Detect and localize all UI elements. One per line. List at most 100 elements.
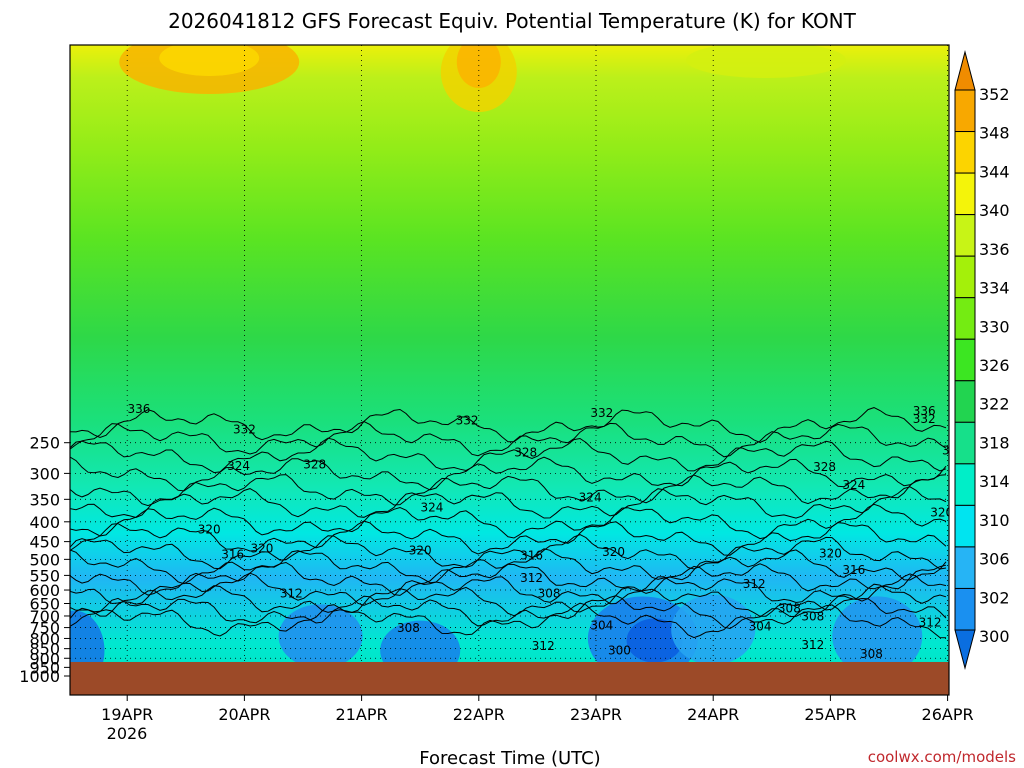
- contour-label: 324: [579, 490, 602, 504]
- cool-feature: [278, 604, 363, 669]
- y-tick-label: 800: [29, 629, 60, 648]
- contour-label: 332: [590, 406, 613, 420]
- colorbar-swatch: [954, 421, 976, 465]
- y-tick-label: 350: [29, 490, 60, 509]
- contour-line: [70, 421, 947, 458]
- colorbar-swatch: [954, 297, 976, 340]
- x-tick-label: 21APR: [336, 705, 388, 724]
- contour-label: 308: [397, 621, 420, 635]
- colorbar: 3523483443403363343303263223183143103063…: [954, 50, 1010, 670]
- colorbar-arrow-top: [954, 50, 976, 91]
- contour-line: [70, 456, 947, 492]
- colorbar-label: 334: [979, 279, 1010, 298]
- contour-label: 316: [989, 569, 1012, 583]
- contour-label: 324: [842, 478, 865, 492]
- colorbar-label: 314: [979, 472, 1010, 491]
- contour-label: 332: [233, 423, 256, 437]
- x-tick-label: 25APR: [804, 705, 856, 724]
- contour-label: 312: [919, 616, 942, 630]
- y-tick-label: 900: [29, 649, 60, 668]
- y-axis-ticks: 250 300 350 4004505005506006507007508008509…: [19, 434, 70, 686]
- contour-label: 324: [420, 500, 443, 514]
- colorbar-arrow-bottom: [954, 629, 976, 670]
- contour-label: 312: [520, 571, 543, 585]
- colorbar-swatch: [954, 255, 976, 299]
- y-tick-label: 950: [29, 658, 60, 677]
- colorbar-label: 348: [979, 124, 1010, 143]
- contour-label: 328: [813, 460, 836, 474]
- x-axis-ticks: 19APR 20APR 21APR 22APR 23APR 24APR 25APR 26APR: [101, 695, 974, 724]
- x-tick-label: 23APR: [570, 705, 622, 724]
- contour-line: [70, 534, 947, 570]
- colorbar-label: 310: [979, 511, 1010, 530]
- warm-feature: [685, 45, 846, 78]
- colorbar-swatch: [954, 338, 976, 382]
- contour-line: [70, 595, 947, 630]
- warm-feature: [456, 45, 501, 88]
- contour-label: 324: [227, 459, 250, 473]
- contour-label: 320: [819, 547, 842, 561]
- contour-label: 312: [801, 638, 824, 652]
- chart-title: 2026041812 GFS Forecast Equiv. Potential…: [168, 9, 857, 33]
- contour-label: 308: [778, 602, 801, 616]
- contour-label: 328: [942, 444, 965, 458]
- y-tick-label: 450: [29, 533, 60, 552]
- contour-line: [70, 572, 947, 606]
- y-tick-label: 1000: [19, 667, 60, 686]
- x-tick-label: 19APR: [101, 705, 153, 724]
- y-tick-label: 550: [29, 566, 60, 585]
- colorbar-label: 352: [979, 85, 1010, 104]
- contour-line: [70, 407, 947, 443]
- contour-line: [70, 437, 947, 474]
- colorbar-label: 326: [979, 356, 1010, 375]
- contour-lines: [70, 407, 947, 639]
- colorbar-swatch: [954, 172, 976, 216]
- contour-line: [70, 486, 947, 519]
- cool-feature: [671, 594, 756, 665]
- cool-feature: [832, 596, 923, 677]
- contour-label: 336: [913, 404, 936, 418]
- colorbar-label: 306: [979, 550, 1010, 569]
- colorbar-label: 336: [979, 240, 1010, 259]
- contour-label: 312: [280, 587, 303, 601]
- colorbar-swatch: [954, 214, 976, 257]
- x-tick-label: 24APR: [687, 705, 739, 724]
- contour-line: [70, 561, 947, 596]
- colorbar-label: 344: [979, 162, 1010, 181]
- colorbar-swatch: [954, 587, 976, 631]
- y-tick-label: 500: [29, 550, 60, 569]
- colorbar-label: 330: [979, 317, 1010, 336]
- contour-label: 320: [198, 523, 221, 537]
- contour-label: 308: [860, 647, 883, 661]
- colorbar-swatch: [954, 380, 976, 423]
- y-tick-label: 300: [29, 464, 60, 483]
- contour-label: 320: [251, 541, 274, 555]
- y-tick-label: 700: [29, 607, 60, 626]
- colorbar-label: 302: [979, 588, 1010, 607]
- y-tick-label: 850: [29, 640, 60, 659]
- y-tick-label: 400: [29, 513, 60, 532]
- x-tick-label: 22APR: [453, 705, 505, 724]
- contour-line: [70, 583, 947, 617]
- contour-label: 300: [608, 644, 631, 658]
- contour-line: [70, 602, 947, 639]
- credit-text: coolwx.com/models: [868, 748, 1016, 766]
- contour-label: 336: [127, 402, 150, 416]
- x-tick-year: 2026: [107, 724, 148, 743]
- x-tick-label: 26APR: [922, 705, 974, 724]
- y-tick-label: 600: [29, 581, 60, 600]
- contour-label: 312: [743, 577, 766, 591]
- x-tick-label: 20APR: [218, 705, 270, 724]
- colorbar-swatch: [954, 463, 976, 506]
- contour-label: 320: [930, 506, 953, 520]
- contour-label: 304: [590, 619, 613, 633]
- contour-label: 308: [538, 586, 561, 600]
- colorbar-label: 300: [979, 627, 1010, 646]
- colorbar-swatch: [954, 89, 976, 133]
- plot-frame: [69, 44, 950, 696]
- y-tick-label: 650: [29, 595, 60, 614]
- contour-line: [70, 520, 947, 556]
- colorbar-label: 322: [979, 395, 1010, 414]
